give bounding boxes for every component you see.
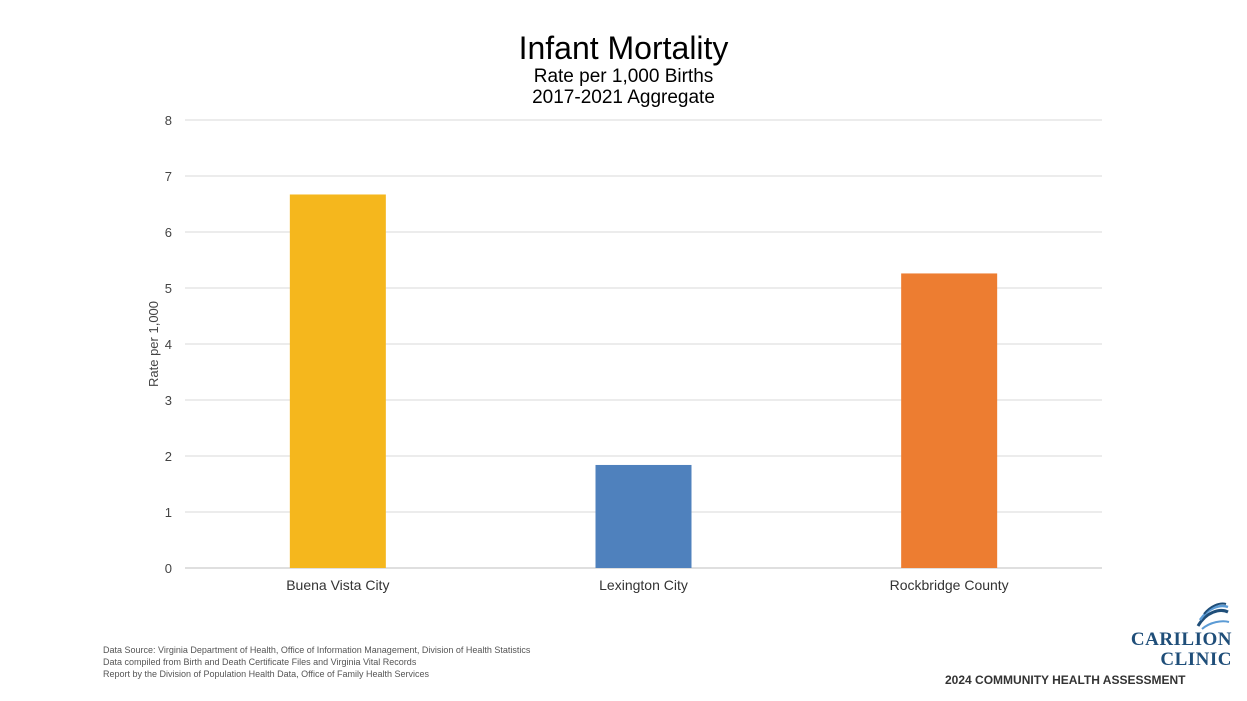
logo-text-carilion: CARILION [1130,629,1232,650]
carilion-swoosh-icon [1196,602,1230,630]
y-axis-ticks: 0 1 2 3 4 5 6 7 8 [165,113,172,576]
y-axis-title: Rate per 1,000 [146,301,161,387]
bar-buena-vista-city [289,194,386,569]
source-line-1: Data Source: Virginia Department of Heal… [103,645,531,655]
x-tick-label: Rockbridge County [890,577,1009,593]
x-tick-label: Buena Vista City [286,577,389,593]
chart-subtitle-1: Rate per 1,000 Births [533,66,714,87]
logo-text-clinic: CLINIC [1160,649,1232,670]
y-tick-label: 7 [165,169,172,184]
bar-rockbridge-county [901,273,998,568]
y-tick-label: 6 [165,225,172,240]
y-tick-label: 2 [165,449,172,464]
data-source-note: Data Source: Virginia Department of Heal… [103,644,530,680]
bar-lexington-city [595,464,692,568]
chart-title: Infant Mortality [518,30,729,66]
y-tick-label: 8 [165,113,172,128]
carilion-logo: CARILION CLINIC [1128,602,1232,670]
assessment-label: 2024 COMMUNITY HEALTH ASSESSMENT [945,673,1186,687]
y-tick-label: 3 [165,393,172,408]
y-tick-label: 0 [165,561,172,576]
source-line-3: Report by the Division of Population Hea… [103,669,429,679]
chart-title-block: Infant Mortality Rate per 1,000 Births 2… [0,30,1247,108]
y-tick-label: 1 [165,505,172,520]
y-tick-label: 5 [165,281,172,296]
x-axis-labels: Buena Vista City Lexington City Rockbridge… [286,577,1008,593]
bars [289,194,998,569]
chart-subtitle-2: 2017-2021 Aggregate [532,87,715,108]
y-tick-label: 4 [165,337,172,352]
x-tick-label: Lexington City [599,577,688,593]
source-line-2: Data compiled from Birth and Death Certi… [103,657,417,667]
